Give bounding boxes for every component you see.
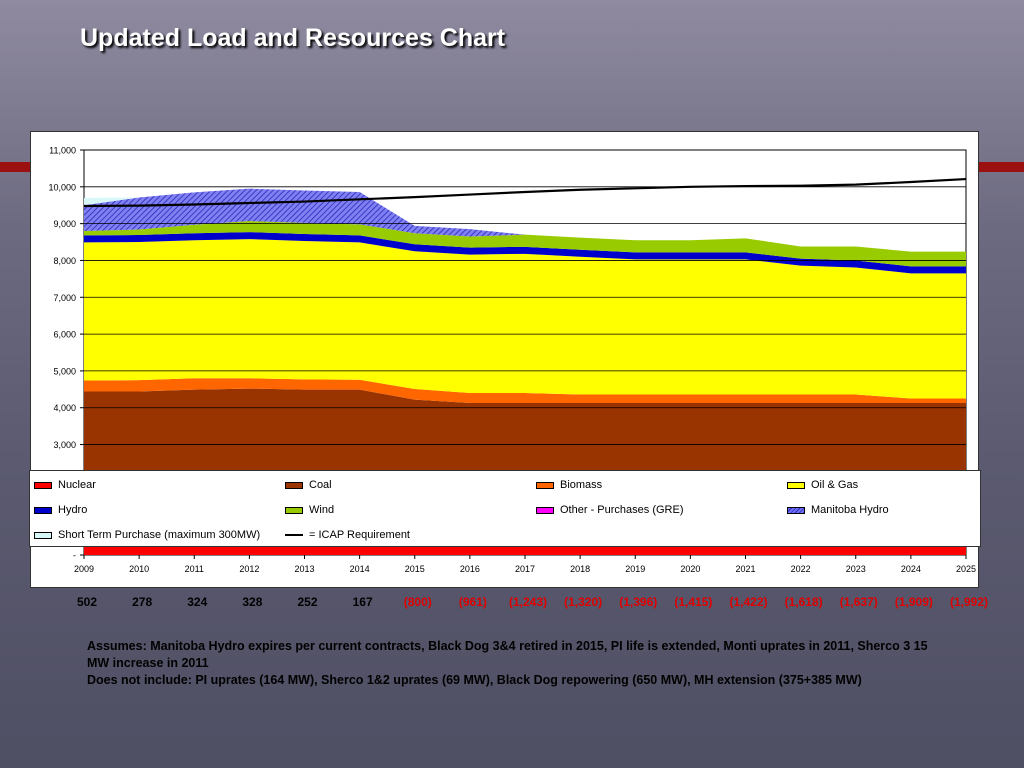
accent-bar-right (976, 162, 1024, 172)
legend-swatch (34, 506, 52, 514)
legend-item-other-purchases-gre: Other - Purchases (GRE) (536, 504, 683, 516)
slide-title: Updated Load and Resources Chart (80, 24, 506, 52)
legend-label: = ICAP Requirement (309, 529, 410, 541)
legend-item-icap-requirement: = ICAP Requirement (285, 529, 410, 541)
legend-label: Oil & Gas (811, 479, 859, 491)
x-tick-label: 2012 (239, 564, 259, 574)
notes: Assumes: Manitoba Hydro expires per curr… (87, 638, 947, 689)
legend-item-short-term-purchase-maximum-300mw: Short Term Purchase (maximum 300MW) (34, 529, 260, 541)
legend-swatch (285, 506, 303, 514)
legend-item-wind: Wind (285, 504, 334, 516)
balance-value: (1,909) (894, 595, 933, 609)
legend-swatch (285, 481, 303, 489)
legend-label: Wind (309, 504, 335, 516)
x-tick-label: 2018 (570, 564, 590, 574)
legend-swatch (34, 531, 52, 539)
balance-value: (1,618) (784, 595, 823, 609)
x-tick-label: 2023 (846, 564, 866, 574)
y-tick-label: 8,000 (53, 256, 76, 266)
legend-item-hydro: Hydro (34, 504, 87, 516)
y-tick-label: 7,000 (53, 293, 76, 303)
balance-value: 328 (242, 595, 263, 609)
chart-legend: Nuclear Coal Biomass Oil & Gas Hydro Wind Othe… (29, 470, 981, 547)
y-tick-label: 4,000 (53, 403, 76, 413)
accent-bar-left (0, 162, 32, 172)
legend-item-oil-gas: Oil & Gas (787, 479, 858, 491)
y-tick-label: 5,000 (53, 366, 76, 376)
x-tick-label: 2021 (735, 564, 755, 574)
legend-item-manitoba-hydro: Manitoba Hydro (787, 504, 889, 516)
area-oil-gas (84, 239, 966, 399)
y-tick-label: 10,000 (48, 182, 76, 192)
balance-value: 502 (76, 595, 98, 609)
legend-swatch (536, 481, 554, 489)
x-tick-label: 2015 (405, 564, 425, 574)
balance-value: 278 (132, 595, 153, 609)
balance-value: (1,320) (564, 595, 603, 609)
y-tick-label: 6,000 (53, 330, 76, 340)
y-tick-label: 9,000 (53, 219, 76, 229)
x-tick-label: 2020 (680, 564, 700, 574)
legend-label: Short Term Purchase (maximum 300MW) (58, 529, 261, 541)
balance-value: (1,415) (674, 595, 713, 609)
balance-value: 167 (352, 595, 373, 609)
legend-swatch (285, 534, 303, 536)
y-tick-label: 11,000 (49, 146, 76, 156)
balance-value: 252 (297, 595, 318, 609)
legend-label: Biomass (560, 479, 603, 491)
area-wind (84, 221, 966, 267)
balance-value: 324 (187, 595, 208, 609)
legend-swatch (536, 506, 554, 514)
balance-row: 502 278 324 328 252 167 (800) (961) (1,243) (1,32… (0, 595, 1024, 613)
x-tick-label: 2022 (791, 564, 811, 574)
legend-label: Hydro (58, 504, 88, 516)
legend-label: Nuclear (58, 479, 96, 491)
legend-swatch (787, 481, 805, 489)
legend-swatch (34, 481, 52, 489)
x-tick-label: 2011 (185, 564, 204, 574)
balance-value: (1,243) (508, 595, 548, 609)
legend-label: Manitoba Hydro (811, 504, 889, 516)
x-tick-label: 2010 (129, 564, 149, 574)
notes-excludes: Does not include: PI uprates (164 MW), S… (87, 673, 862, 687)
area-hydro (84, 232, 966, 274)
legend-item-nuclear: Nuclear (34, 479, 96, 491)
x-tick-label: 2024 (901, 564, 921, 574)
balance-value: (1,396) (619, 595, 658, 609)
legend-item-coal: Coal (285, 479, 332, 491)
balance-value: (1,422) (729, 595, 768, 609)
balance-value: (961) (458, 595, 487, 609)
notes-assumes: Assumes: Manitoba Hydro expires per curr… (87, 639, 928, 670)
area-biomass (84, 378, 966, 403)
x-tick-label: 2016 (460, 564, 480, 574)
y-tick-label: 3,000 (53, 440, 76, 450)
x-tick-label: 2017 (515, 564, 535, 574)
balance-value: (800) (403, 595, 432, 609)
y-tick-label: - (73, 551, 76, 561)
area-manitoba-hydro (84, 188, 966, 252)
area-coal (84, 388, 966, 497)
x-tick-label: 2014 (350, 564, 370, 574)
x-tick-label: 2009 (74, 564, 94, 574)
legend-swatch (787, 506, 805, 514)
x-tick-label: 2025 (956, 564, 976, 574)
x-tick-label: 2019 (625, 564, 645, 574)
balance-value: (1,637) (839, 595, 878, 609)
legend-item-biomass: Biomass (536, 479, 602, 491)
legend-label: Other - Purchases (GRE) (560, 504, 684, 516)
balance-value: (1,992) (949, 595, 989, 609)
x-tick-label: 2013 (294, 564, 314, 574)
legend-label: Coal (309, 479, 332, 491)
line-icap-requirement (83, 177, 967, 208)
